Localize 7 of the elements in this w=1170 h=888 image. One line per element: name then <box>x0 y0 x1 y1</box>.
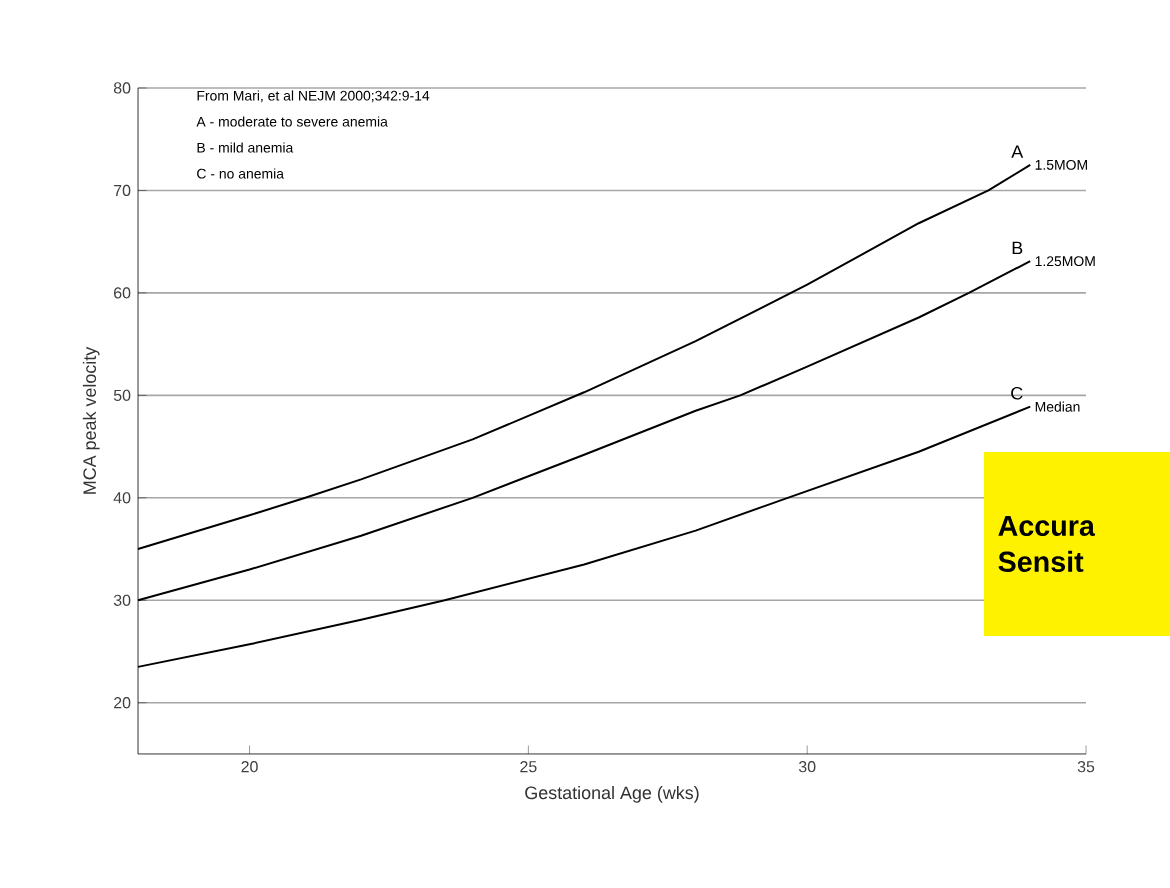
annotation: Sensit <box>998 550 1084 572</box>
x-axis-title: Gestational Age (wks) <box>525 785 699 803</box>
annotation: A <box>1011 145 1024 158</box>
annotation: C <box>1011 386 1023 400</box>
y-axis-title: MCA peak velocity <box>82 346 100 494</box>
annotation: B <box>1012 241 1023 255</box>
annotation: Accura <box>998 516 1096 537</box>
